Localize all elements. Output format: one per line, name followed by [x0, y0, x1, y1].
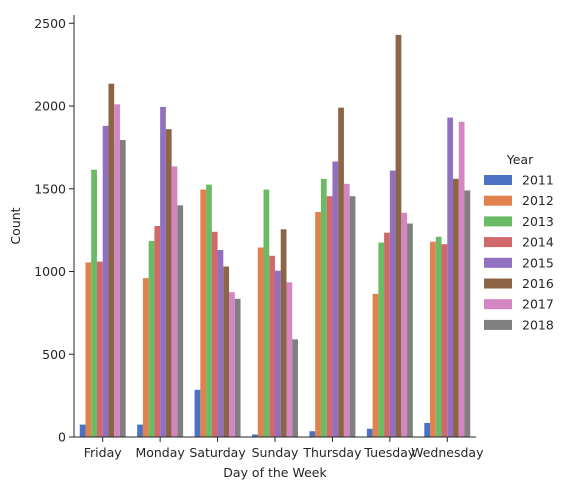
bar-tuesday-2017: [401, 212, 408, 437]
x-tick-label: Saturday: [189, 445, 246, 460]
bars-group: [79, 34, 471, 438]
bar-tuesday-2016: [395, 34, 402, 438]
x-tick-label: Wednesday: [411, 445, 484, 460]
bar-thursday-2016: [338, 107, 344, 438]
legend-label-2017: 2017: [522, 297, 554, 312]
y-tick-label: 2000: [34, 99, 66, 114]
legend: Year 2011 2012 2013 2014 2015 2016 2017 2018: [484, 152, 554, 332]
x-axis-title: Day of the Week: [223, 465, 327, 480]
bar-saturday-2018: [234, 298, 241, 437]
y-tick-label: 2500: [34, 16, 66, 31]
bar-tuesday-2014: [384, 232, 390, 437]
bar-monday-2013: [148, 240, 155, 437]
bar-wednesday-2012: [430, 241, 436, 437]
bar-wednesday-2015: [447, 117, 454, 437]
bar-sunday-2013: [263, 189, 270, 437]
bar-thursday-2012: [315, 211, 321, 437]
legend-swatch-2017: [484, 299, 512, 310]
y-tick-label: 500: [42, 347, 66, 362]
bar-thursday-2011: [309, 431, 316, 437]
bar-friday-2015: [102, 125, 109, 437]
y-tick-label: 0: [58, 430, 66, 445]
legend-label-2016: 2016: [522, 276, 554, 291]
bar-monday-2017: [171, 166, 178, 438]
y-axis: 0 500 1000 1500 2000 2500: [34, 15, 75, 445]
bar-friday-2013: [91, 169, 97, 438]
legend-swatch-2018: [484, 319, 512, 330]
legend-label-2012: 2012: [522, 193, 554, 208]
legend-swatch-2012: [484, 195, 512, 206]
bar-sunday-2018: [292, 339, 298, 437]
legend-label-2018: 2018: [522, 317, 554, 332]
bar-wednesday-2011: [424, 422, 431, 437]
bar-thursday-2018: [349, 196, 356, 437]
bar-tuesday-2013: [378, 242, 385, 437]
bar-sunday-2016: [280, 229, 287, 437]
bar-tuesday-2018: [407, 223, 413, 437]
bar-sunday-2011: [252, 434, 258, 437]
legend-label-2013: 2013: [522, 214, 554, 229]
bar-friday-2017: [114, 104, 120, 438]
bar-saturday-2016: [223, 266, 230, 437]
bar-friday-2018: [119, 139, 126, 437]
x-tick-label: Thursday: [302, 445, 362, 460]
legend-label-2015: 2015: [522, 255, 554, 270]
bar-friday-2016: [108, 83, 115, 438]
bar-saturday-2013: [206, 184, 212, 437]
bar-sunday-2017: [286, 282, 293, 437]
legend-swatch-2013: [484, 216, 512, 227]
bar-thursday-2015: [332, 161, 339, 437]
bar-monday-2016: [165, 129, 172, 437]
bar-friday-2012: [85, 262, 92, 437]
x-axis: Friday Monday Saturday Sunday Thursday Tuesda…: [74, 436, 484, 460]
bar-saturday-2015: [217, 250, 224, 437]
bar-tuesday-2012: [372, 293, 379, 437]
y-tick-label: 1000: [34, 264, 66, 279]
bar-thursday-2014: [326, 196, 333, 437]
y-axis-title: Count: [8, 207, 23, 244]
legend-label-2014: 2014: [522, 235, 554, 250]
bar-thursday-2013: [320, 178, 327, 437]
bar-wednesday-2018: [464, 190, 471, 437]
bar-wednesday-2016: [453, 178, 459, 437]
bar-tuesday-2015: [389, 170, 396, 437]
bar-wednesday-2014: [441, 244, 448, 437]
bar-sunday-2015: [275, 270, 281, 437]
bar-saturday-2011: [194, 389, 201, 437]
legend-label-2011: 2011: [522, 173, 554, 188]
bar-monday-2018: [177, 205, 184, 437]
bar-monday-2015: [160, 106, 166, 437]
x-tick-label: Monday: [135, 445, 185, 460]
bar-saturday-2012: [200, 189, 207, 437]
legend-title: Year: [506, 152, 534, 167]
legend-swatch-2015: [484, 257, 512, 268]
x-tick-label: Friday: [84, 445, 122, 460]
bar-sunday-2012: [257, 247, 264, 437]
legend-swatch-2011: [484, 175, 512, 185]
legend-swatch-2014: [484, 237, 512, 248]
legend-swatch-2016: [484, 278, 512, 289]
bar-monday-2014: [154, 226, 161, 437]
bar-thursday-2017: [343, 183, 350, 437]
bar-saturday-2017: [229, 292, 235, 437]
x-tick-label: Tuesday: [363, 445, 415, 460]
bar-wednesday-2017: [458, 121, 465, 438]
bar-friday-2014: [96, 261, 103, 437]
bar-wednesday-2013: [435, 236, 442, 437]
bar-saturday-2014: [211, 231, 218, 437]
x-tick-label: Sunday: [252, 445, 299, 460]
bar-friday-2011: [79, 424, 86, 437]
bar-monday-2011: [137, 424, 143, 437]
bar-tuesday-2011: [366, 428, 373, 437]
bar-sunday-2014: [269, 255, 275, 437]
bar-monday-2012: [142, 278, 149, 437]
y-tick-label: 1500: [34, 181, 66, 196]
